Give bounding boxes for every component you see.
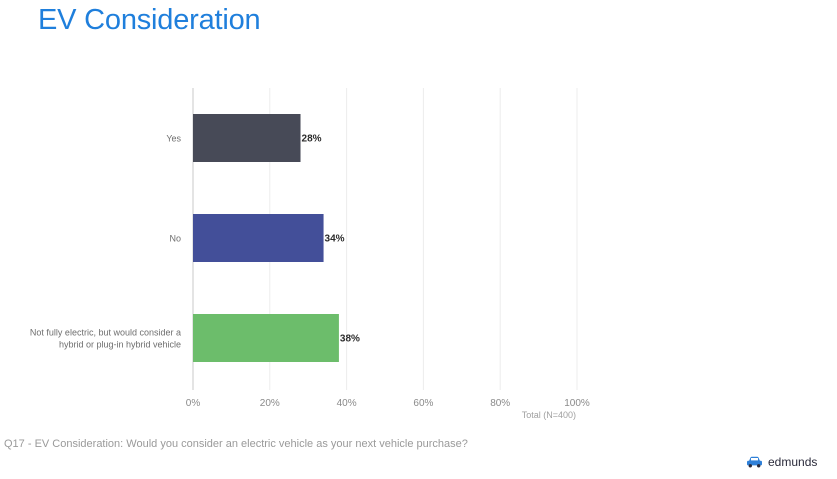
x-axis-label: Total (N=400) [522, 410, 576, 420]
x-tick-label: 60% [413, 398, 433, 409]
data-label: 34% [325, 234, 345, 245]
question-footnote: Q17 - EV Consideration: Would you consid… [4, 438, 468, 450]
brand-name: edmunds [768, 455, 818, 469]
data-label: 28% [302, 134, 322, 145]
page-title: EV Consideration [38, 4, 261, 36]
bar-chart: 28% 34% 38% Yes No Not fully electric, but w… [30, 88, 590, 420]
x-tick-label: 100% [564, 398, 590, 409]
data-label: 38% [340, 334, 360, 345]
brand-logo: edmunds [746, 455, 817, 469]
x-tick-label: 20% [260, 398, 280, 409]
category-label: No [169, 234, 181, 244]
car-icon [746, 456, 763, 468]
category-label: Not fully electric, but would consider a [30, 328, 181, 338]
x-tick-label: 40% [337, 398, 357, 409]
bar [193, 214, 324, 262]
bar [193, 314, 339, 362]
category-label: hybrid or plug-in hybrid vehicle [59, 340, 181, 350]
x-tick-labels: 0% 20% 40% 60% 80% 100% [186, 398, 590, 409]
bar [193, 114, 301, 162]
bars: 28% 34% 38% [193, 114, 360, 362]
x-tick-label: 0% [186, 398, 201, 409]
category-labels: Yes No Not fully electric, but would consi… [30, 134, 182, 350]
category-label: Yes [166, 134, 181, 144]
x-tick-label: 80% [490, 398, 510, 409]
